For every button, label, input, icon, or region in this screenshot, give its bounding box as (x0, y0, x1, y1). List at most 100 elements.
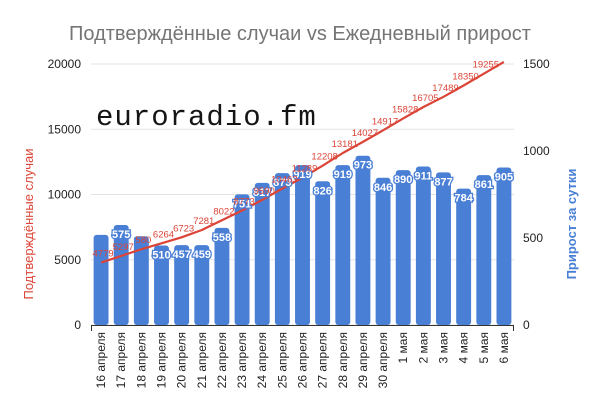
bar-data-label: 973 (354, 160, 372, 172)
bar (436, 172, 451, 325)
x-tick-label: 21 апреля (195, 332, 209, 388)
bar (274, 173, 290, 325)
line-data-label: 8773 (234, 197, 255, 208)
bar-data-label: 911 (414, 170, 432, 182)
bar (295, 165, 310, 325)
line-data-label: 6264 (153, 229, 174, 240)
x-tick-label: 5 мая (477, 332, 491, 363)
line-path (100, 60, 505, 264)
bar (154, 245, 169, 325)
bar (415, 166, 431, 325)
line-data-label: 16705 (412, 93, 438, 104)
x-tick-label: 28 апреля (336, 332, 350, 388)
bar-data-label: 890 (394, 174, 412, 186)
y-tick-right: 0 (523, 318, 530, 332)
x-tick-label: 19 апреля (155, 332, 169, 388)
y-tick-right: 1000 (523, 144, 550, 158)
bar-data-label: 784 (454, 193, 473, 205)
x-tick-label: 25 апреля (275, 332, 289, 388)
bar (335, 165, 351, 325)
bar-data-label: 826 (313, 185, 331, 197)
line-data-label: 14027 (352, 128, 378, 139)
bar (133, 236, 149, 325)
y-axis-left-label: Подтверждённые случаи (21, 149, 36, 300)
line-data-label: 8022 (213, 206, 234, 217)
line-series (100, 60, 505, 264)
bar-data-label: 558 (213, 232, 231, 244)
line-data-label: 12208 (311, 152, 337, 163)
bar-data-label: 861 (475, 179, 493, 191)
bar-data-label: 751 (233, 198, 251, 210)
x-tick-label: 16 апреля (94, 332, 108, 388)
line-data-label: 11289 (292, 164, 318, 175)
bar (395, 170, 411, 325)
bar (355, 155, 371, 325)
bar (174, 245, 190, 325)
x-tick-label: 6 мая (497, 332, 511, 363)
line-data-label: 15828 (392, 104, 418, 115)
bar (194, 245, 210, 325)
x-tick-label: 26 апреля (296, 332, 310, 388)
bar (496, 167, 512, 325)
x-tick-label: 24 апреля (255, 332, 269, 388)
line-data-label: 14917 (372, 116, 398, 127)
line-data-label: 13181 (332, 139, 358, 150)
y-tick-left: 10000 (48, 188, 82, 202)
x-tick-label: 30 апреля (376, 332, 390, 388)
bar (93, 234, 109, 325)
x-tick-label: 2 мая (416, 332, 430, 363)
x-tick-label: 22 апреля (215, 332, 229, 388)
bar-series (93, 155, 512, 325)
chart-title: Подтверждённые случаи vs Ежедневный прир… (69, 23, 531, 45)
line-data-label: 10463 (271, 174, 297, 185)
y-tick-left: 15000 (48, 122, 82, 136)
bar-data-label: 919 (293, 169, 311, 181)
x-tick-label: 23 апреля (235, 332, 249, 388)
bar (214, 227, 230, 325)
bar (456, 188, 472, 325)
y-tick-left: 5000 (54, 253, 81, 267)
line-data-label: 17489 (432, 83, 458, 94)
bar (113, 224, 129, 325)
y-axis-right-label: Прирост за сутки (564, 169, 579, 280)
x-tick-label: 29 апреля (356, 332, 370, 388)
bar-data-label: 575 (112, 229, 130, 241)
x-tick-label: 1 мая (396, 332, 410, 363)
line-data-label: 7281 (193, 216, 214, 227)
x-tick-label: 4 мая (457, 332, 471, 363)
bar (254, 182, 270, 325)
line-data-label: 580 (135, 235, 151, 246)
line-data-label: 19255 (473, 60, 499, 71)
line-data-label: 18350 (452, 72, 478, 83)
y-tick-left: 0 (74, 318, 81, 332)
y-tick-left: 20000 (48, 57, 82, 71)
bar-data-label: 457 (172, 249, 190, 261)
x-tick-label: 27 апреля (316, 332, 330, 388)
x-tick-label: 3 мая (437, 332, 451, 363)
line-data-label: 9590 (254, 186, 275, 197)
bar-data-label: 459 (193, 249, 211, 261)
line-data-label: 5297 (113, 242, 134, 253)
bar (315, 181, 331, 325)
bar-data-label: 905 (495, 172, 513, 184)
bar-data-label: 510 (152, 249, 170, 261)
bar (476, 175, 492, 325)
bar-data-label: 873 (273, 177, 291, 189)
x-tick-label: 20 апреля (175, 332, 189, 388)
line-data-label: 6723 (173, 223, 194, 234)
x-tick-label: 17 апреля (114, 332, 128, 388)
axes: 0 5000 10000 15000 20000 0 500 1000 1500 16 апрел… (48, 57, 550, 388)
y-tick-right: 500 (523, 231, 543, 245)
watermark-logo: euroradio.fm (96, 101, 317, 134)
y-tick-right: 1500 (523, 57, 550, 71)
line-data-label: 4779 (93, 249, 114, 260)
bar (234, 194, 250, 325)
bar-data-label: 817 (253, 187, 271, 199)
x-tick-label: 18 апреля (134, 332, 148, 388)
bar-data-label: 877 (434, 176, 452, 188)
bar (375, 177, 391, 325)
bar-data-label: 919 (334, 169, 352, 181)
